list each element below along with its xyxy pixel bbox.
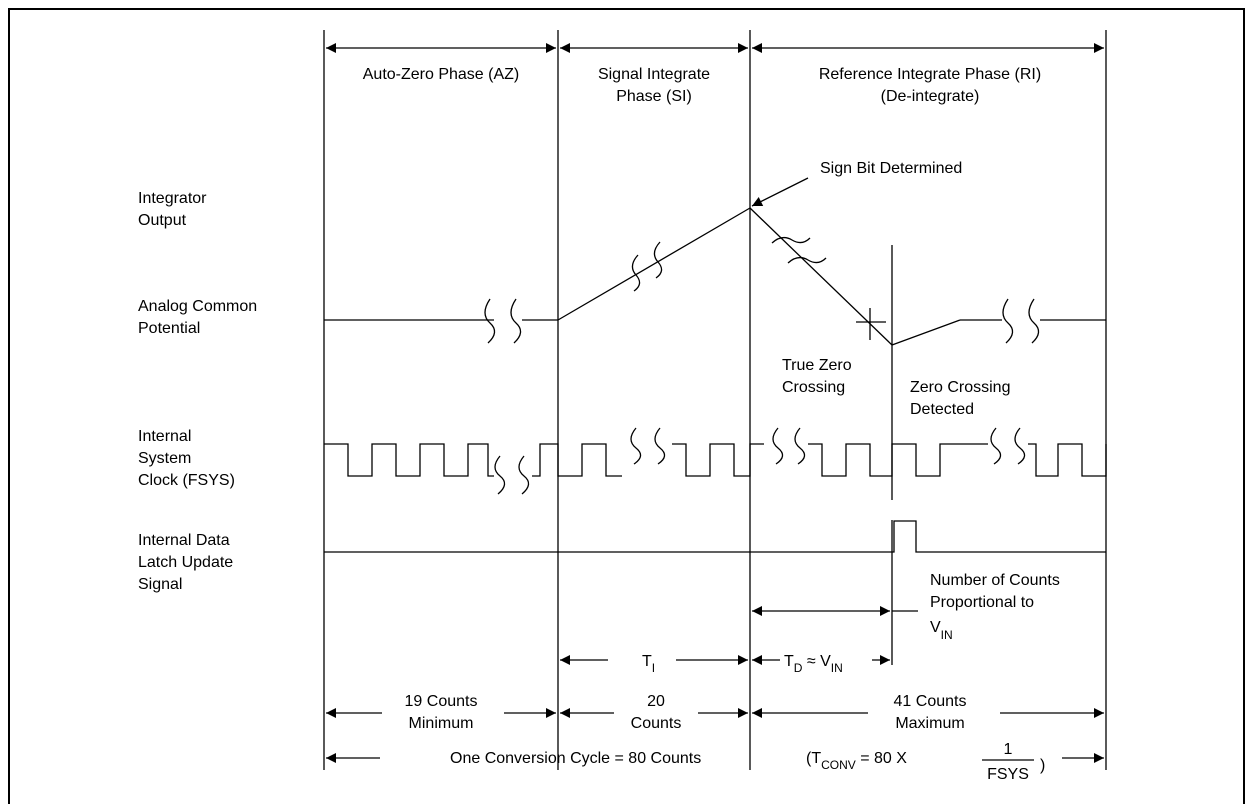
sign-bit-label: Sign Bit Determined <box>820 160 962 177</box>
phase-az-label: Auto-Zero Phase (AZ) <box>363 66 520 83</box>
ti-label: TI <box>642 653 655 675</box>
latch-label-1: Internal Data <box>138 532 230 549</box>
clock-label-2: System <box>138 450 191 467</box>
phase-ri-label-1: Reference Integrate Phase (RI) <box>819 66 1041 83</box>
az-counts-label-2: Minimum <box>409 715 474 732</box>
conversion-cycle-label: One Conversion Cycle = 80 Counts <box>450 750 701 767</box>
clock-label-3: Clock (FSYS) <box>138 472 235 489</box>
analog-common-label-2: Potential <box>138 320 200 337</box>
si-counts-label-1: 20 <box>647 693 665 710</box>
zero-detected-label-2: Detected <box>910 401 974 418</box>
ri-counts-label-2: Maximum <box>895 715 964 732</box>
integrator-waveform <box>324 207 1106 346</box>
true-zero-label-2: Crossing <box>782 379 845 396</box>
phase-si-label-1: Signal Integrate <box>598 66 710 83</box>
tconv-close: ) <box>1040 757 1045 774</box>
sign-bit-arrow <box>751 177 809 207</box>
true-zero-label-1: True Zero <box>782 357 852 374</box>
si-counts-label-2: Counts <box>631 715 682 732</box>
zero-detected-label-1: Zero Crossing <box>910 379 1010 396</box>
latch-label-2: Latch Update <box>138 554 233 571</box>
system-clock-waveform <box>324 427 1107 495</box>
phase-boundaries <box>323 30 1107 770</box>
tconv-label: (TCONV = 80 X <box>806 750 907 772</box>
integrator-output-label-1: Integrator <box>138 190 207 207</box>
analog-common-label-1: Analog Common <box>138 298 257 315</box>
fraction-denominator: FSYS <box>987 766 1029 783</box>
clock-label-1: Internal <box>138 428 191 445</box>
td-label: TD ≈ VIN <box>784 653 843 675</box>
integrator-output-label-2: Output <box>138 212 187 229</box>
phase-ri-label-2: (De-integrate) <box>881 88 980 105</box>
phase-si-label-2: Phase (SI) <box>616 88 692 105</box>
ri-counts-label-1: 41 Counts <box>894 693 967 710</box>
vin-label: VIN <box>930 619 953 642</box>
num-counts-label-2: Proportional to <box>930 594 1034 611</box>
latch-label-3: Signal <box>138 576 182 593</box>
latch-update-waveform <box>324 520 1106 553</box>
az-counts-label-1: 19 Counts <box>405 693 478 710</box>
diagram-frame <box>8 8 1245 804</box>
fraction-numerator: 1 <box>1004 741 1013 758</box>
num-counts-label-1: Number of Counts <box>930 572 1060 589</box>
